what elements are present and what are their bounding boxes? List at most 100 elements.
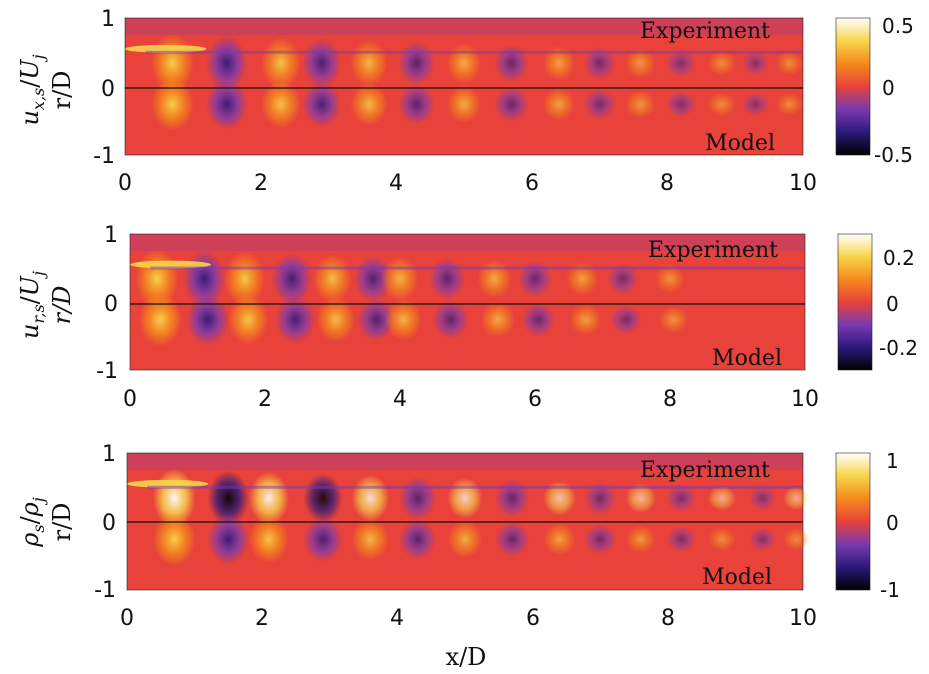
wave-packet-model bbox=[782, 527, 810, 551]
wave-packet-experiment bbox=[707, 50, 736, 76]
wave-packet-experiment bbox=[542, 45, 576, 81]
wave-packet-model bbox=[521, 302, 556, 337]
colorbar-tick: 0 bbox=[882, 76, 895, 100]
colorbar-gradient bbox=[835, 452, 871, 591]
wave-packet-model bbox=[446, 85, 482, 124]
ylabel-radius: r/D bbox=[48, 71, 76, 110]
colorbar-tick: 0 bbox=[886, 511, 899, 535]
wave-packet-model bbox=[480, 301, 516, 338]
wave-packet-model bbox=[350, 82, 388, 126]
wave-packet-model bbox=[666, 91, 696, 118]
wave-packet-model bbox=[748, 527, 777, 551]
wave-packet-experiment bbox=[566, 262, 599, 296]
wave-packet-experiment bbox=[624, 48, 656, 79]
wave-packet-model bbox=[399, 519, 436, 560]
axes-frame bbox=[124, 17, 804, 156]
wave-packet-experiment bbox=[543, 480, 577, 516]
model-label: Model bbox=[702, 565, 772, 590]
wave-packet-model bbox=[584, 524, 617, 555]
xtick-label: 2 bbox=[258, 387, 272, 412]
colorbar-tick: 1 bbox=[886, 449, 899, 473]
wave-packet-experiment bbox=[748, 486, 777, 511]
wave-packet-experiment bbox=[741, 51, 770, 76]
xtick-label: 8 bbox=[661, 606, 675, 631]
wave-packet-experiment bbox=[260, 37, 301, 90]
wave-packet-model bbox=[316, 297, 356, 342]
experiment-label: Experiment bbox=[640, 19, 770, 44]
wave-packet-model bbox=[658, 306, 689, 333]
xtick-label: 6 bbox=[528, 387, 542, 412]
colorbar-gradient bbox=[837, 233, 873, 371]
wave-packet-experiment bbox=[429, 257, 466, 300]
xtick-label: 10 bbox=[791, 387, 819, 412]
xtick-label: 10 bbox=[789, 606, 817, 631]
ytick-label: -1 bbox=[96, 359, 118, 384]
wave-packet-model bbox=[707, 527, 737, 552]
colorbar-tick: -1 bbox=[880, 578, 900, 602]
xtick-label: 10 bbox=[789, 171, 817, 196]
colorbar-tick: -0.5 bbox=[874, 143, 913, 167]
wave-packet-experiment bbox=[477, 259, 512, 299]
wave-packet-model bbox=[152, 512, 196, 566]
ylabel-radius: r/D bbox=[48, 503, 76, 542]
wave-packet-experiment bbox=[776, 51, 803, 76]
wave-packet-model bbox=[384, 299, 422, 341]
wave-packet-experiment bbox=[351, 474, 390, 522]
wave-packet-experiment bbox=[272, 253, 312, 305]
wave-packet-experiment bbox=[707, 485, 737, 511]
axes-frame bbox=[126, 452, 804, 591]
xtick-labels: 0 2 4 6 8 10 bbox=[118, 171, 817, 196]
panel-density: Experiment Model 1 0 -1 0 2 4 6 8 10 ρs/… bbox=[16, 442, 900, 631]
xtick-label: 4 bbox=[390, 606, 404, 631]
xtick-labels: 0 2 4 6 8 10 bbox=[120, 606, 817, 631]
ytick-label: 0 bbox=[102, 511, 116, 536]
wave-packet-model bbox=[432, 300, 469, 339]
ambient-region bbox=[130, 234, 805, 251]
wave-packet-experiment bbox=[666, 49, 696, 78]
wave-packet-experiment bbox=[495, 479, 530, 518]
wave-packet-experiment bbox=[625, 483, 657, 514]
xtick-label: 2 bbox=[254, 171, 268, 196]
wave-packet-experiment bbox=[399, 476, 436, 521]
colorbar: 0.2 0 -0.2 bbox=[837, 233, 918, 371]
wave-packet-experiment bbox=[302, 38, 342, 88]
wave-packet-model bbox=[776, 92, 803, 116]
model-label: Model bbox=[712, 346, 782, 371]
wave-packet-model bbox=[138, 292, 183, 347]
colorbar-tick: 0.5 bbox=[882, 14, 914, 38]
colorbar: 0.5 0 -0.5 bbox=[835, 14, 914, 167]
ytick-label: -1 bbox=[94, 578, 116, 603]
wave-packet-experiment bbox=[207, 470, 250, 526]
wave-packet-model bbox=[542, 88, 576, 121]
xtick-label: 2 bbox=[255, 606, 269, 631]
wave-packet-experiment bbox=[607, 263, 639, 295]
wave-packet-experiment bbox=[666, 484, 697, 513]
wave-packet-model bbox=[186, 293, 229, 346]
colorbar: 1 0 -1 bbox=[835, 449, 900, 602]
ylabel-variable: ux,s/Uj bbox=[16, 54, 48, 125]
xtick-label: 0 bbox=[118, 171, 132, 196]
ytick-label: 0 bbox=[104, 292, 118, 317]
ytick-label: -1 bbox=[93, 144, 115, 169]
wave-packet-experiment bbox=[494, 44, 529, 83]
wave-packet-experiment bbox=[446, 42, 482, 84]
xtick-label: 0 bbox=[120, 606, 134, 631]
experiment-label: Experiment bbox=[640, 458, 770, 483]
xtick-label: 0 bbox=[123, 387, 137, 412]
axes-frame bbox=[129, 233, 806, 371]
xtick-label: 4 bbox=[389, 171, 403, 196]
ambient-region bbox=[125, 18, 803, 36]
wave-packet-experiment bbox=[381, 256, 419, 302]
wave-packet-model bbox=[610, 305, 642, 335]
ytick-label: 1 bbox=[101, 7, 115, 32]
wave-packet-model bbox=[302, 81, 342, 127]
wave-packet-experiment bbox=[655, 264, 685, 294]
wave-packet-model bbox=[151, 77, 194, 131]
wave-packet-model bbox=[398, 84, 435, 125]
wave-packet-model bbox=[207, 514, 250, 565]
xtick-label: 4 bbox=[393, 387, 407, 412]
wave-packet-model bbox=[447, 520, 483, 559]
wave-packet-experiment bbox=[398, 41, 435, 86]
wave-packet-model bbox=[351, 517, 390, 561]
